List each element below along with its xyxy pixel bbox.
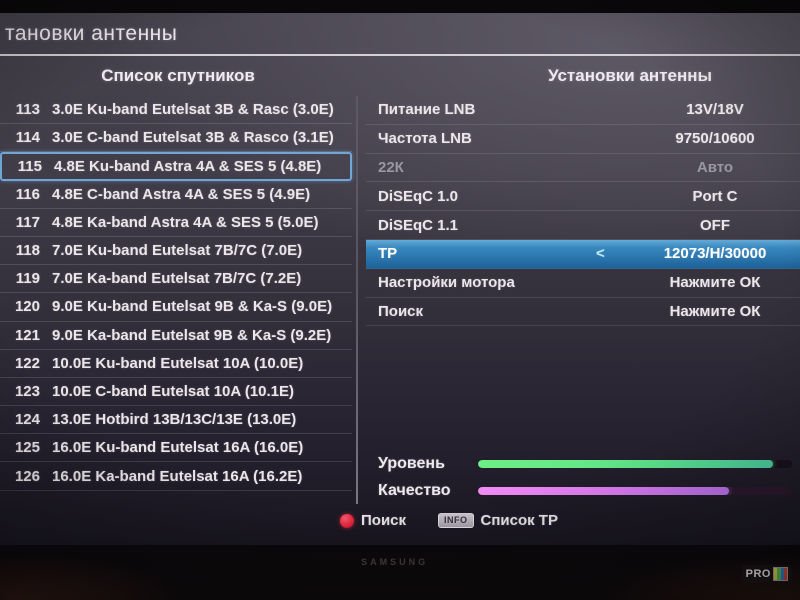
satellite-number: 117 (15, 213, 40, 231)
setting-value: OFF (700, 216, 730, 234)
satellite-list: 113 3.0E Ku-band Eutelsat 3B & Rasc (3.0… (0, 96, 352, 491)
satellite-label: 16.0E Ka-band Eutelsat 16A (16.2E) (52, 467, 303, 485)
satellite-label: 3.0E C-band Eutelsat 3B & Rasco (3.1E) (52, 129, 334, 147)
satellite-row-117[interactable]: 117 4.8E Ka-band Astra 4A & SES 5 (5.0E) (0, 209, 352, 237)
signal-level-label: Уровень (378, 454, 445, 472)
pro-watermark-label: PRO (745, 568, 771, 580)
setting-value: Port C (692, 187, 738, 205)
satellite-row-122[interactable]: 122 10.0E Ku-band Eutelsat 10A (10.0E) (0, 350, 352, 378)
satellite-label: 3.0E Ku-band Eutelsat 3B & Rasc (3.0E) (52, 101, 334, 119)
satellite-label: 10.0E C-band Eutelsat 10A (10.1E) (52, 382, 295, 400)
satellite-number: 115 (17, 157, 42, 175)
color-bars-icon (773, 567, 788, 581)
satellite-label: 4.8E Ka-band Astra 4A & SES 5 (5.0E) (52, 213, 319, 231)
signal-quality-row: Качество (366, 477, 800, 504)
level-bar-fill (478, 459, 774, 468)
satellite-row-123[interactable]: 123 10.0E C-band Eutelsat 10A (10.1E) (0, 378, 352, 407)
satellite-label: 9.0E Ku-band Eutelsat 9B & Ka-S (9.0E) (52, 298, 333, 316)
title-bar: тановки антенны (0, 13, 800, 56)
page-title: тановки антенны (5, 21, 178, 45)
setting-row-diseqc-1-0[interactable]: DiSEqC 1.0 Port C (366, 182, 800, 212)
satellite-row-126[interactable]: 126 16.0E Ka-band Eutelsat 16A (16.2E) (0, 462, 352, 491)
setting-value: Нажмите ОК (669, 274, 761, 292)
signal-level-row: Уровень (366, 450, 800, 477)
setting-row-search[interactable]: Поиск Нажмите ОК (366, 298, 800, 327)
setting-label: TP (378, 245, 398, 263)
setting-label: Настройки мотора (378, 274, 515, 292)
satellite-number: 123 (14, 382, 40, 400)
setting-label: Питание LNB (378, 101, 476, 119)
setting-value: Нажмите ОК (669, 302, 761, 320)
footer-hints: Поиск INFO Список ТР (340, 512, 558, 529)
setting-label: Частота LNB (378, 130, 472, 148)
signal-indicators: Уровень Качество (366, 450, 800, 504)
setting-label: Поиск (378, 302, 424, 320)
info-button-icon: INFO (438, 513, 474, 528)
satellite-row-119[interactable]: 119 7.0E Ka-band Eutelsat 7B/7C (7.2E) (0, 265, 352, 294)
satellite-number: 125 (14, 439, 40, 457)
satellite-label: 13.0E Hotbird 13B/13C/13E (13.0E) (52, 411, 297, 429)
satellite-row-116[interactable]: 116 4.8E C-band Astra 4A & SES 5 (4.9E) (0, 181, 352, 209)
satellite-label: 4.8E Ku-band Astra 4A & SES 5 (4.8E) (54, 157, 322, 175)
setting-value: 12073/H/30000 (663, 245, 767, 263)
quality-bar-track (478, 486, 792, 495)
setting-row-motor-settings[interactable]: Настройки мотора Нажмите ОК (366, 269, 800, 298)
satellite-number: 114 (15, 129, 40, 147)
search-hint[interactable]: Поиск (340, 512, 406, 529)
setting-value: Авто (696, 158, 734, 176)
satellite-label: 7.0E Ku-band Eutelsat 7B/7C (7.0E) (52, 242, 303, 260)
satellite-number: 126 (14, 467, 40, 485)
tv-bezel: SAMSUNG PRO (0, 545, 800, 600)
satellite-row-118[interactable]: 118 7.0E Ku-band Eutelsat 7B/7C (7.0E) (0, 237, 352, 266)
satellite-row-121[interactable]: 121 9.0E Ka-band Eutelsat 9B & Ka-S (9.2… (0, 322, 352, 350)
satellite-number: 124 (14, 411, 40, 429)
satellite-row-114[interactable]: 114 3.0E C-band Eutelsat 3B & Rasco (3.1… (0, 124, 352, 153)
satellite-row-120[interactable]: 120 9.0E Ku-band Eutelsat 9B & Ka-S (9.0… (0, 293, 352, 322)
satellite-row-115-selected[interactable]: 115 4.8E Ku-band Astra 4A & SES 5 (4.8E) (0, 152, 352, 181)
setting-row-diseqc-1-1[interactable]: DiSEqC 1.1 OFF (366, 211, 800, 240)
setting-row-lnb-frequency[interactable]: Частота LNB 9750/10600 (366, 125, 800, 154)
setting-label: DiSEqC 1.0 (378, 187, 459, 205)
tv-brand-label: SAMSUNG (361, 557, 429, 567)
satellite-number: 113 (15, 101, 40, 119)
setting-value: 9750/10600 (675, 130, 755, 148)
satellite-label: 4.8E C-band Astra 4A & SES 5 (4.9E) (52, 185, 311, 203)
quality-bar-fill (478, 486, 730, 495)
chevron-left-icon[interactable]: < (596, 245, 605, 263)
satellite-row-125[interactable]: 125 16.0E Ku-band Eutelsat 16A (16.0E) (0, 434, 352, 463)
setting-value: 13V/18V (686, 101, 744, 119)
tp-list-hint-label: Список ТР (480, 512, 558, 529)
satellite-label: 16.0E Ku-band Eutelsat 16A (16.0E) (52, 439, 304, 457)
satellite-label: 10.0E Ku-band Eutelsat 10A (10.0E) (52, 354, 304, 372)
pro-watermark: PRO (741, 565, 792, 583)
setting-row-lnb-power[interactable]: Питание LNB 13V/18V (366, 96, 800, 125)
antenna-settings-screen: тановки антенны Список спутников Установ… (0, 13, 800, 545)
settings-panel: Питание LNB 13V/18V Частота LNB 9750/106… (366, 96, 800, 327)
setting-row-tp-selected[interactable]: TP < 12073/H/30000 (366, 239, 800, 269)
search-hint-label: Поиск (361, 512, 407, 529)
red-button-icon (340, 513, 354, 528)
satellite-list-header: Список спутников (101, 66, 255, 85)
satellite-number: 116 (15, 185, 40, 203)
satellite-number: 120 (14, 298, 40, 316)
satellite-number: 121 (14, 326, 40, 344)
panel-headers: Список спутников Установки антенны (0, 58, 800, 94)
satellite-label: 7.0E Ka-band Eutelsat 7B/7C (7.2E) (52, 270, 302, 288)
panel-divider (356, 96, 358, 504)
tp-list-hint[interactable]: INFO Список ТР (438, 512, 558, 529)
satellite-label: 9.0E Ka-band Eutelsat 9B & Ka-S (9.2E) (52, 326, 332, 344)
satellite-number: 119 (15, 270, 40, 288)
satellite-number: 122 (14, 354, 40, 372)
satellite-row-113[interactable]: 113 3.0E Ku-band Eutelsat 3B & Rasc (3.0… (0, 96, 352, 125)
antenna-settings-header: Установки антенны (547, 66, 713, 85)
setting-row-22k[interactable]: 22К Авто (366, 154, 800, 183)
signal-quality-label: Качество (378, 481, 451, 499)
level-bar-track (478, 459, 792, 468)
setting-label: DiSEqC 1.1 (378, 216, 459, 234)
setting-label: 22К (378, 158, 404, 176)
satellite-row-124[interactable]: 124 13.0E Hotbird 13B/13C/13E (13.0E) (0, 406, 352, 435)
satellite-number: 118 (15, 242, 40, 260)
